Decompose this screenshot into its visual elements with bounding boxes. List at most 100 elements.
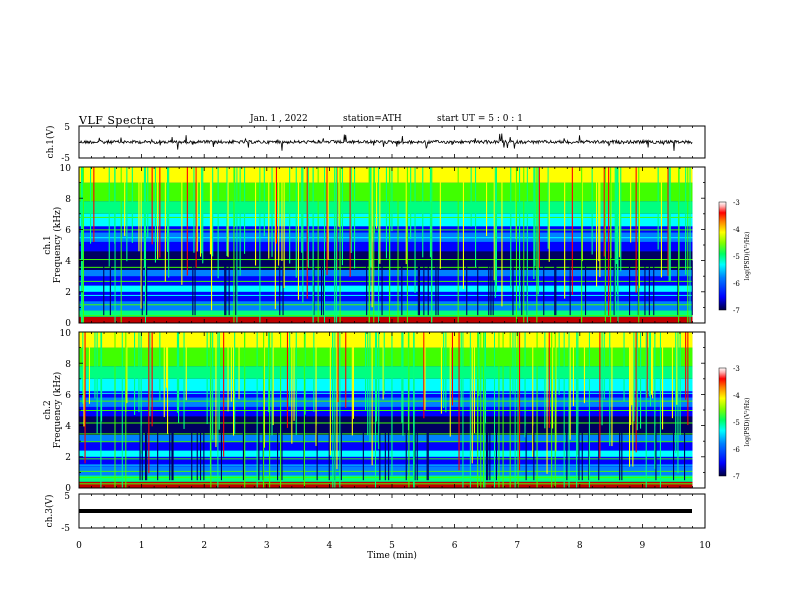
- spec-sferic: [269, 332, 271, 488]
- spec-sferic: [397, 167, 399, 323]
- spec-sferic: [576, 332, 578, 488]
- spec-dark: [139, 425, 141, 481]
- spec-spike: [405, 167, 407, 265]
- spec-spike: [632, 332, 634, 467]
- spec-band: [79, 201, 693, 214]
- spec-spike: [234, 332, 236, 435]
- spec-band: [79, 397, 693, 407]
- spec-sferic: [554, 332, 556, 488]
- spec-dark: [691, 260, 693, 316]
- spec-spike: [654, 332, 656, 470]
- spec-sferic: [638, 167, 640, 323]
- spec-spike: [391, 332, 393, 476]
- spec-spike: [564, 167, 566, 299]
- spec-spike: [186, 167, 188, 276]
- spec-spike: [350, 167, 352, 253]
- spec-dark: [225, 260, 227, 316]
- spec-sferic: [515, 167, 517, 323]
- spec-dark: [418, 260, 420, 316]
- spec-spike: [630, 332, 632, 425]
- spec-spike: [391, 167, 393, 232]
- spec-spike: [385, 167, 387, 259]
- spec-spike: [164, 167, 166, 282]
- spec-spike: [281, 167, 283, 262]
- spec-spike: [369, 332, 371, 443]
- spec-sferic: [588, 332, 590, 488]
- spec-spike: [572, 332, 574, 407]
- spec-spike: [349, 167, 351, 277]
- spec-spike: [306, 167, 308, 299]
- spec-spike: [423, 332, 425, 419]
- cbar1-tick: -7: [733, 307, 740, 315]
- spec-spike: [176, 332, 178, 413]
- cbar1-tick: -6: [733, 280, 740, 288]
- spec-sferic: [114, 167, 116, 323]
- spec-line: [79, 294, 693, 296]
- spec-spike: [263, 332, 265, 448]
- spec-dark: [313, 260, 315, 316]
- spec-spike: [338, 167, 340, 227]
- spec-sferic: [502, 332, 504, 488]
- spec-spike: [675, 332, 677, 454]
- spec-dark: [512, 260, 514, 316]
- ch1-waveform-line: [78, 133, 693, 151]
- spec-spike: [376, 332, 378, 422]
- spec-spike: [147, 167, 149, 237]
- spec-dark: [279, 260, 281, 316]
- spec-dark: [521, 260, 523, 316]
- spec-sferic: [336, 167, 338, 323]
- spec-sferic: [480, 332, 482, 488]
- spec-spike: [352, 332, 354, 419]
- spec-spike: [548, 167, 550, 262]
- spec-spike: [326, 167, 328, 276]
- spec-spike: [283, 167, 285, 288]
- cbar2-tick: -6: [733, 446, 740, 454]
- spec-spike: [202, 167, 204, 264]
- spec-spike: [532, 332, 534, 457]
- spec-dark: [146, 425, 148, 481]
- spec-spike: [660, 167, 662, 278]
- spec-spike: [429, 167, 431, 258]
- spec-band: [79, 310, 693, 317]
- ch1-spec-ytick: 2: [65, 288, 71, 298]
- spec-spike: [206, 332, 208, 425]
- spec-spike: [473, 332, 475, 434]
- spec-sferic: [689, 167, 691, 323]
- spec-band: [79, 481, 693, 488]
- station-label: station=ATH: [343, 114, 402, 124]
- spec-spike: [336, 332, 338, 470]
- spec-spike: [646, 332, 648, 398]
- spec-spike: [581, 167, 583, 262]
- ch1-spec-ytick: 10: [60, 164, 72, 174]
- spec-spike: [371, 332, 373, 466]
- spec-spike: [611, 332, 613, 447]
- spec-spike: [671, 332, 673, 419]
- spec-spike: [401, 332, 403, 423]
- spec-sferic: [509, 332, 511, 488]
- ch1-spec-ylabel: Frequency (kHz): [52, 207, 63, 284]
- spec-dark: [613, 260, 615, 316]
- spec-dark: [171, 425, 173, 481]
- spec-sferic: [334, 332, 336, 488]
- spec-sferic: [259, 167, 261, 323]
- ch2-spec-ytick: 2: [65, 453, 71, 463]
- spec-dark: [362, 425, 364, 481]
- spec-band: [79, 316, 693, 323]
- spec-spike: [599, 332, 601, 459]
- spec-sferic: [100, 332, 102, 488]
- spec-sferic: [368, 167, 370, 323]
- ch1-spec-ytick: 0: [65, 319, 71, 329]
- spec-spike: [571, 167, 573, 296]
- spec-spike: [307, 167, 309, 269]
- spec-spike: [623, 332, 625, 402]
- spec-dark: [423, 260, 425, 316]
- ch1-spec-ytick: 8: [65, 195, 71, 205]
- spec-line: [79, 422, 693, 424]
- spec-dark: [588, 425, 590, 481]
- start-time-label: start UT = 5 : 0 : 1: [437, 114, 523, 124]
- spec-spike: [510, 167, 512, 288]
- spec-sferic: [121, 332, 123, 488]
- spec-spike: [140, 332, 142, 454]
- spec-sferic: [81, 167, 83, 323]
- spec-dark: [673, 425, 675, 481]
